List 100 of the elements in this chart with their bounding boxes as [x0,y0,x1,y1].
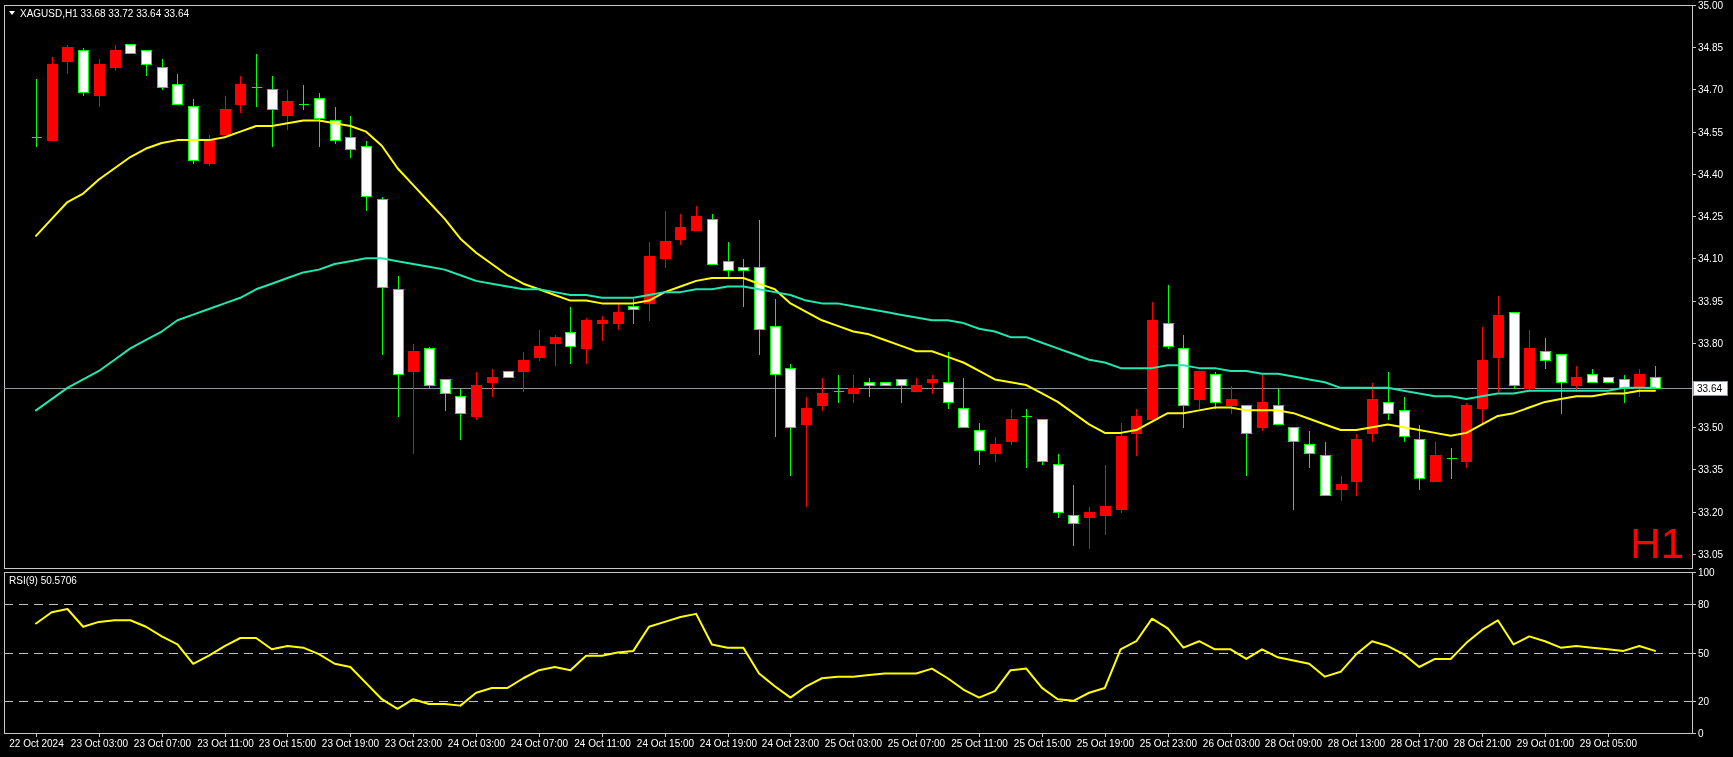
candlestick [644,241,655,321]
candlestick [377,196,388,355]
candlestick [628,298,639,324]
x-tick-label: 29 Oct 01:00 [1516,738,1575,749]
x-tick-label: 28 Oct 17:00 [1390,738,1449,749]
candlestick [204,134,215,166]
candlestick [1147,301,1158,420]
y-tick-label: 35.00 [1698,0,1724,11]
y-tick-label: 34.55 [1698,127,1724,138]
y-tick-label: 50 [1698,648,1710,659]
line-series [35,257,1656,412]
candlestick [235,75,246,113]
candlestick [754,219,765,355]
line-series [35,608,1656,710]
candlestick [1509,312,1520,389]
candlestick [911,377,922,392]
candlestick [1068,484,1079,546]
candlestick [503,371,514,378]
x-tick-label: 23 Oct 15:00 [258,738,317,749]
x-tick-label: 23 Oct 03:00 [70,738,129,749]
candlestick [550,334,561,366]
candlestick [1320,441,1331,496]
candlestick [1241,405,1252,476]
candlestick [1163,284,1174,349]
candlestick [1084,506,1095,549]
candlestick [408,343,419,454]
y-tick-label: 33.95 [1698,296,1724,307]
annotation: H1 [1630,520,1684,567]
candlestick [393,275,404,417]
candlestick [298,84,309,110]
candlestick [1288,427,1299,510]
x-tick-label: 23 Oct 07:00 [133,738,192,749]
candlestick [1571,365,1582,392]
candlestick [1053,453,1064,518]
candlestick [1461,402,1472,468]
candlestick [110,44,121,71]
candlestick [455,388,466,440]
candlestick [880,382,891,386]
x-tick-label: 25 Oct 11:00 [951,738,1009,749]
candlestick [188,98,199,164]
candlestick [974,422,985,465]
candlestick [125,44,136,54]
y-tick-label: 0 [1698,728,1704,739]
candlestick [597,315,608,341]
y-tick-label: 20 [1698,696,1710,707]
candlestick [471,371,482,420]
candlestick [534,329,545,361]
candlestick [581,317,592,364]
y-tick-label: 33.80 [1698,338,1724,349]
x-tick-label: 24 Oct 11:00 [574,738,632,749]
x-tick-label: 22 Oct 2024 [9,738,65,749]
y-tick-label: 33.35 [1698,464,1724,475]
y-tick-label: 100 [1698,567,1716,578]
x-tick-label: 25 Oct 23:00 [1139,738,1198,749]
candlestick [1178,334,1189,428]
candlestick [675,213,686,245]
y-tick-label: 33.50 [1698,422,1724,433]
candlestick [1477,326,1488,423]
x-tick-label: 25 Oct 19:00 [1076,738,1135,749]
candlestick [770,298,781,437]
candlestick [691,205,702,231]
candlestick [78,47,89,96]
candlestick [707,213,718,265]
x-tick-label: 23 Oct 19:00 [321,738,380,749]
candlestick [833,374,844,403]
candlestick [864,377,875,397]
candlestick [1603,377,1614,383]
candlestick [990,436,1001,462]
candlestick [251,53,262,107]
x-tick-label: 25 Oct 03:00 [824,738,883,749]
x-tick-label: 24 Oct 03:00 [447,738,506,749]
candlestick [1399,396,1410,442]
x-tick-label: 24 Oct 19:00 [699,738,758,749]
candlestick [1210,371,1221,409]
x-tick-label: 28 Oct 09:00 [1264,738,1323,749]
candlestick [738,258,749,307]
x-tick-label: 24 Oct 15:00 [636,738,695,749]
x-tick-label: 24 Oct 07:00 [510,738,569,749]
candlestick [314,92,325,147]
x-tick-label: 24 Oct 23:00 [761,738,820,749]
candlestick [1336,475,1347,501]
candlestick [1650,365,1661,389]
candlestick [157,58,168,90]
candlestick [801,396,812,507]
candlestick [94,58,105,107]
candlestick [518,351,529,392]
candlestick [47,56,58,141]
candlestick [267,75,278,147]
candlestick [172,73,183,105]
x-tick-label: 28 Oct 21:00 [1453,738,1512,749]
candlestick [1587,368,1598,383]
candlestick [1446,447,1457,479]
line-series [35,119,1656,437]
candlestick [1493,295,1504,392]
x-tick-label: 28 Oct 13:00 [1327,738,1386,749]
y-tick-label: 33.20 [1698,507,1724,518]
y-tick-label: 34.25 [1698,211,1724,222]
candlestick [1430,441,1441,482]
y-tick-label: 34.85 [1698,42,1724,53]
candlestick [613,303,624,330]
